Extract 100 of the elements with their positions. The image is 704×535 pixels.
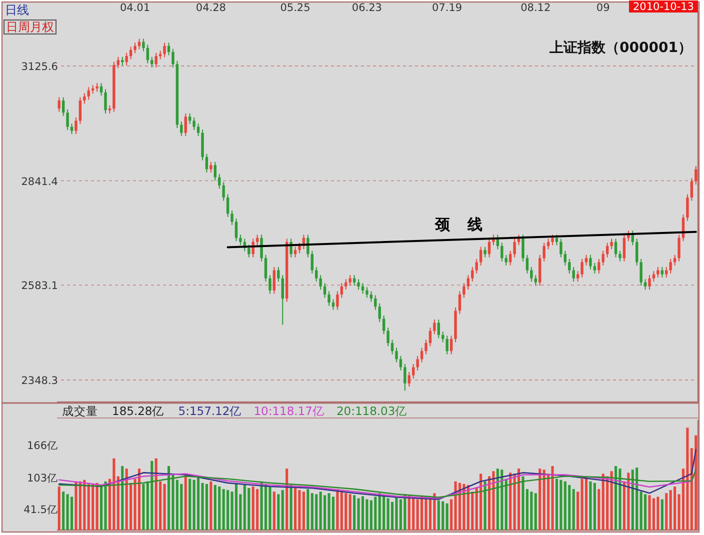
candlestick (272, 266, 276, 294)
candlestick (277, 266, 280, 282)
bar (530, 492, 533, 530)
bar (640, 492, 642, 530)
candlestick (357, 278, 360, 290)
candlestick (142, 38, 145, 52)
bar (399, 499, 402, 530)
bar (83, 480, 86, 530)
candlestick (192, 116, 196, 131)
candlestick (196, 123, 200, 137)
bar (176, 480, 178, 530)
bar (315, 494, 318, 530)
candlestick (442, 331, 444, 343)
bar (324, 495, 326, 530)
bar (294, 488, 297, 530)
candlestick (530, 266, 533, 282)
candlestick (648, 274, 651, 290)
candlestick (466, 274, 470, 290)
bar (614, 466, 618, 530)
bar (234, 482, 238, 530)
y-tick-label: 2841.4 (21, 176, 58, 188)
bar (370, 500, 372, 530)
candlestick (328, 290, 330, 306)
bar (310, 493, 314, 530)
candlestick (488, 238, 491, 258)
bar (361, 496, 364, 530)
candlestick (352, 274, 356, 286)
candlestick (222, 182, 225, 202)
candlestick (205, 153, 208, 173)
bar (593, 482, 596, 530)
bar (298, 490, 301, 530)
candlestick (412, 364, 415, 380)
candlestick (534, 274, 537, 286)
bar (555, 478, 558, 530)
candlestick (188, 112, 192, 124)
candlestick (428, 327, 432, 347)
candlestick (172, 48, 174, 68)
bar (222, 489, 225, 530)
candlestick (526, 254, 529, 274)
candlestick (576, 270, 580, 282)
candlestick (163, 42, 166, 58)
x-tick-label: 09 (596, 2, 610, 14)
bar (408, 495, 410, 530)
text: 上证指数（000001） (548, 40, 692, 56)
candlestick (652, 270, 656, 282)
bar (138, 468, 140, 530)
bar (572, 489, 575, 530)
candlestick (598, 258, 600, 274)
bar (281, 490, 284, 530)
bar (618, 468, 622, 530)
candlestick (336, 290, 339, 310)
candlestick (479, 246, 482, 266)
bar (210, 481, 212, 530)
bar (374, 496, 377, 530)
bar (538, 468, 542, 530)
bar (260, 481, 263, 530)
bar (534, 493, 537, 530)
candlestick (555, 234, 558, 246)
candlestick (344, 278, 348, 290)
bar (492, 471, 495, 530)
candlestick (551, 234, 554, 246)
candlestick (125, 52, 128, 66)
bar (336, 489, 339, 530)
bar (606, 476, 609, 530)
bar (218, 486, 221, 530)
candlestick (416, 355, 419, 371)
candlestick (281, 274, 284, 326)
bar (357, 498, 360, 530)
y-tick-label: 103亿 (26, 472, 58, 484)
bar (100, 484, 103, 530)
bar (142, 484, 145, 530)
bar (252, 486, 254, 530)
candlestick (622, 234, 626, 262)
bar (197, 476, 200, 530)
candlestick (370, 290, 373, 302)
text: 日线 (5, 3, 29, 17)
bar (450, 499, 453, 530)
bar (70, 496, 74, 530)
candlestick (146, 44, 150, 64)
candlestick (589, 254, 592, 270)
bar (462, 484, 466, 530)
candlestick (248, 244, 250, 258)
bar (366, 499, 368, 530)
candlestick (378, 302, 381, 322)
candlestick (542, 242, 546, 262)
bar (480, 474, 482, 530)
candlestick (184, 112, 187, 137)
candlestick (264, 254, 268, 282)
bar (602, 474, 604, 530)
bar (112, 458, 116, 530)
x-tick-label: 06.23 (352, 2, 382, 14)
bar (660, 499, 664, 530)
candlestick (678, 234, 680, 262)
candlestick (348, 274, 352, 286)
candlestick (386, 327, 390, 347)
candlestick (134, 42, 136, 54)
candlestick (83, 92, 86, 104)
candlestick (319, 274, 322, 290)
candlestick (395, 347, 398, 363)
candlestick (673, 254, 676, 266)
